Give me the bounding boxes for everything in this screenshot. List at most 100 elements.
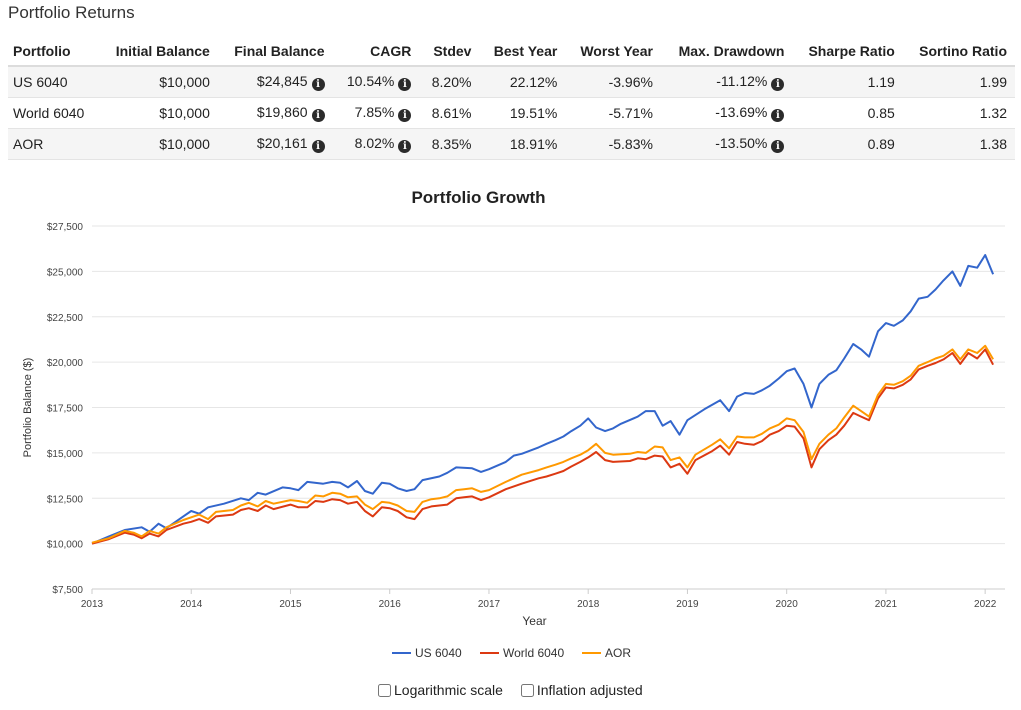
col-cagr[interactable]: CAGR: [332, 36, 420, 67]
table-row: World 6040 $10,000 $19,860 i 7.85% i 8.61%…: [8, 97, 1015, 129]
y-tick-label: $10,000: [47, 540, 84, 551]
legend-label: World 6040: [503, 646, 564, 660]
best-year: 22.12%: [479, 66, 566, 98]
final-balance-cell: $20,161 i: [217, 128, 333, 160]
inflation-label: Inflation adjusted: [536, 682, 643, 698]
max-drawdown: -13.50%: [715, 135, 768, 151]
sharpe-ratio: 1.19: [792, 66, 903, 98]
x-tick-label: 2022: [974, 599, 997, 610]
series-line-us-6040: [91, 254, 995, 545]
y-axis-title: Portfolio Balance ($): [22, 358, 34, 458]
series-line-aor: [91, 344, 994, 544]
final-balance: $24,845: [256, 73, 308, 89]
inflation-checkbox[interactable]: [520, 684, 534, 697]
table-row: US 6040 $10,000 $24,845 i 10.54% i 8.20% 2…: [8, 66, 1015, 98]
final-balance-cell: $24,845 i: [217, 66, 333, 98]
cagr-cell: 10.54% i: [332, 66, 420, 98]
worst-year: -3.96%: [565, 66, 661, 98]
y-tick-label: $27,500: [47, 222, 84, 233]
best-year: 19.51%: [479, 97, 566, 129]
cagr: 8.02%: [354, 135, 395, 151]
col-initial-balance[interactable]: Initial Balance: [99, 36, 218, 67]
log-scale-checkbox[interactable]: [378, 684, 391, 697]
x-tick-label: 2015: [279, 599, 302, 610]
final-balance: $20,161: [256, 135, 308, 151]
y-tick-label: $17,500: [47, 404, 84, 415]
y-tick-label: $25,000: [47, 267, 84, 278]
table-header-row: Portfolio Initial Balance Final Balance …: [8, 36, 1015, 67]
col-portfolio[interactable]: Portfolio: [8, 36, 99, 67]
inflation-option[interactable]: Inflation adjusted: [520, 682, 643, 698]
legend-label: AOR: [605, 646, 631, 660]
log-scale-label: Logarithmic scale: [394, 682, 503, 698]
max-drawdown-cell: -13.50% i: [660, 128, 793, 160]
cagr: 10.54%: [346, 73, 395, 89]
chart-options: Logarithmic scale Inflation adjusted: [378, 682, 657, 698]
portfolio-name: World 6040: [8, 97, 99, 129]
col-best-year[interactable]: Best Year: [479, 36, 566, 67]
initial-balance: $10,000: [99, 66, 218, 98]
info-icon[interactable]: i: [311, 78, 325, 91]
y-tick-label: $12,500: [47, 494, 84, 505]
worst-year: -5.83%: [565, 128, 661, 160]
portfolio-name: US 6040: [8, 66, 99, 98]
max-drawdown: -11.12%: [716, 73, 768, 89]
x-tick-label: 2021: [875, 599, 898, 610]
info-icon[interactable]: i: [398, 78, 412, 91]
col-worst-year[interactable]: Worst Year: [565, 36, 661, 67]
col-sortino-ratio[interactable]: Sortino Ratio: [902, 36, 1015, 67]
max-drawdown-cell: -13.69% i: [660, 97, 793, 129]
stdev: 8.20%: [419, 66, 480, 98]
x-tick-label: 2018: [577, 599, 600, 610]
sortino-ratio: 1.99: [902, 66, 1015, 98]
col-stdev[interactable]: Stdev: [419, 36, 480, 67]
stdev: 8.61%: [419, 97, 480, 129]
chart-title: Portfolio Growth: [411, 188, 545, 207]
info-icon[interactable]: i: [398, 109, 412, 122]
portfolio-growth-chart: Portfolio Growth $7,500 $10,000 $12,500 $15,…: [22, 188, 1005, 660]
y-tick-label: $15,000: [47, 449, 84, 460]
final-balance-cell: $19,860 i: [217, 97, 333, 129]
final-balance: $19,860: [256, 104, 308, 120]
sharpe-ratio: 0.85: [792, 97, 903, 129]
log-scale-option[interactable]: Logarithmic scale: [378, 682, 503, 698]
cagr-cell: 7.85% i: [332, 97, 420, 129]
initial-balance: $10,000: [99, 97, 218, 129]
max-drawdown: -13.69%: [715, 104, 768, 120]
x-tick-label: 2016: [379, 599, 402, 610]
x-tick-label: 2014: [180, 599, 203, 610]
max-drawdown-cell: -11.12% i: [660, 66, 793, 98]
info-icon[interactable]: i: [771, 109, 785, 122]
portfolio-name: AOR: [8, 128, 99, 160]
cagr: 7.85%: [354, 104, 395, 120]
sharpe-ratio: 0.89: [792, 128, 903, 160]
table-row: AOR $10,000 $20,161 i 8.02% i 8.35% 18.91%…: [8, 128, 1015, 160]
y-tick-label: $7,500: [52, 585, 83, 596]
series-line-world-6040: [91, 348, 994, 545]
info-icon[interactable]: i: [311, 109, 325, 122]
portfolio-returns-table: Portfolio Initial Balance Final Balance …: [8, 36, 1015, 160]
cagr-cell: 8.02% i: [332, 128, 420, 160]
col-sharpe-ratio[interactable]: Sharpe Ratio: [792, 36, 903, 67]
sortino-ratio: 1.32: [902, 97, 1015, 129]
y-tick-label: $22,500: [47, 313, 84, 324]
x-axis-title: Year: [522, 614, 546, 628]
sortino-ratio: 1.38: [902, 128, 1015, 160]
info-icon[interactable]: i: [311, 140, 325, 153]
x-tick-label: 2020: [776, 599, 799, 610]
col-max-drawdown[interactable]: Max. Drawdown: [660, 36, 793, 67]
info-icon[interactable]: i: [771, 78, 785, 91]
stdev: 8.35%: [419, 128, 480, 160]
x-tick-label: 2017: [478, 599, 501, 610]
info-icon[interactable]: i: [398, 140, 412, 153]
worst-year: -5.71%: [565, 97, 661, 129]
best-year: 18.91%: [479, 128, 566, 160]
legend-label: US 6040: [415, 646, 462, 660]
col-final-balance[interactable]: Final Balance: [217, 36, 333, 67]
info-icon[interactable]: i: [771, 140, 785, 153]
section-title: Portfolio Returns: [8, 3, 135, 22]
x-tick-label: 2019: [676, 599, 699, 610]
y-tick-label: $20,000: [47, 358, 84, 369]
initial-balance: $10,000: [99, 128, 218, 160]
x-tick-label: 2013: [81, 599, 104, 610]
